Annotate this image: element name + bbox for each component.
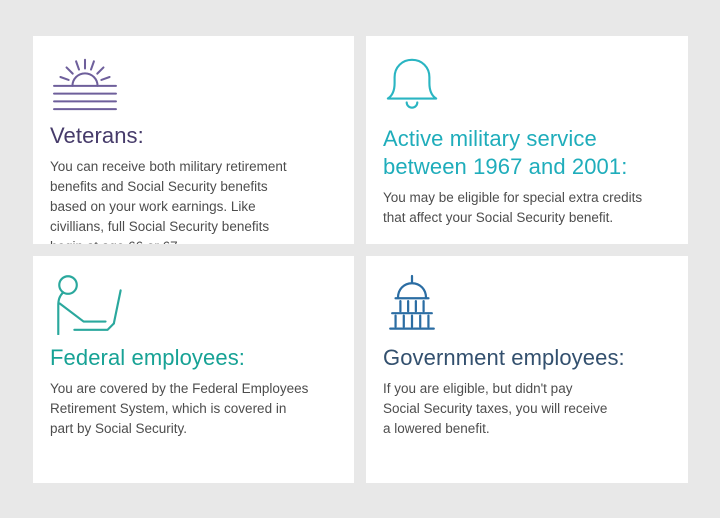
bell-icon [383,54,670,116]
card-government-employees: Government employees: If you are eligibl… [366,256,688,483]
card-title: Veterans: [50,123,144,148]
card-federal-employees: Federal employees: You are covered by th… [33,256,354,483]
card-body: You can receive both military retirement… [50,159,287,244]
card-title: Active military service between 1967 and… [383,126,628,179]
card-active-military: Active military service between 1967 and… [366,36,688,244]
person-laptop-icon [50,274,336,335]
sunrise-icon [50,54,336,113]
card-body: You may be eligible for special extra cr… [383,190,643,225]
card-body: You are covered by the Federal Employees… [50,381,309,436]
card-title: Government employees: [383,345,625,370]
info-card-grid: Veterans: You can receive both military … [33,36,688,483]
card-veterans: Veterans: You can receive both military … [33,36,354,244]
card-body: If you are eligible, but didn't pay Soci… [383,381,608,436]
capitol-icon [383,274,670,335]
card-title: Federal employees: [50,345,246,370]
